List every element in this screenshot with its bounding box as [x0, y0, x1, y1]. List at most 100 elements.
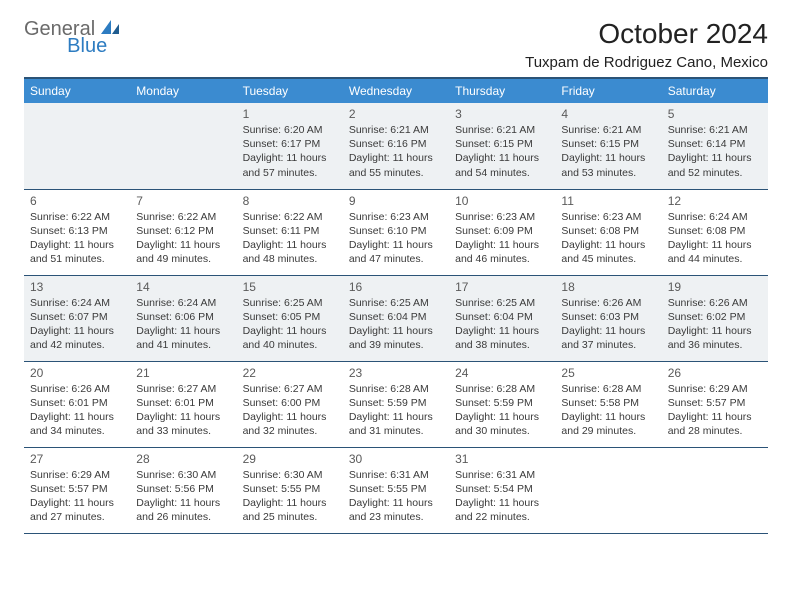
calendar-day-cell: 14 Sunrise: 6:24 AMSunset: 6:06 PMDayligh… [130, 275, 236, 361]
day-number: 14 [136, 280, 230, 294]
sunset-line: Sunset: 6:02 PM [668, 310, 762, 324]
daylight-line: Daylight: 11 hours and 57 minutes. [243, 151, 337, 179]
sunset-line: Sunset: 5:57 PM [668, 396, 762, 410]
day-info: Sunrise: 6:23 AMSunset: 6:08 PMDaylight:… [561, 210, 655, 267]
sunset-line: Sunset: 6:11 PM [243, 224, 337, 238]
sunset-line: Sunset: 6:13 PM [30, 224, 124, 238]
sunset-line: Sunset: 6:00 PM [243, 396, 337, 410]
calendar-day-cell [662, 447, 768, 533]
sunrise-line: Sunrise: 6:27 AM [136, 382, 230, 396]
sunset-line: Sunset: 6:08 PM [668, 224, 762, 238]
daylight-line: Daylight: 11 hours and 52 minutes. [668, 151, 762, 179]
calendar-day-cell: 8Sunrise: 6:22 AMSunset: 6:11 PMDaylight… [237, 189, 343, 275]
calendar-day-cell [555, 447, 661, 533]
day-number: 28 [136, 452, 230, 466]
sunset-line: Sunset: 6:07 PM [30, 310, 124, 324]
day-number: 30 [349, 452, 443, 466]
day-number: 9 [349, 194, 443, 208]
day-info: Sunrise: 6:29 AMSunset: 5:57 PMDaylight:… [668, 382, 762, 439]
daylight-line: Daylight: 11 hours and 34 minutes. [30, 410, 124, 438]
sunrise-line: Sunrise: 6:24 AM [30, 296, 124, 310]
day-info: Sunrise: 6:29 AMSunset: 5:57 PMDaylight:… [30, 468, 124, 525]
day-info: Sunrise: 6:26 AMSunset: 6:02 PMDaylight:… [668, 296, 762, 353]
day-info: Sunrise: 6:21 AMSunset: 6:16 PMDaylight:… [349, 123, 443, 180]
day-number: 7 [136, 194, 230, 208]
sunset-line: Sunset: 6:14 PM [668, 137, 762, 151]
weekday-header-row: Sunday Monday Tuesday Wednesday Thursday… [24, 79, 768, 103]
daylight-line: Daylight: 11 hours and 39 minutes. [349, 324, 443, 352]
daylight-line: Daylight: 11 hours and 42 minutes. [30, 324, 124, 352]
day-info: Sunrise: 6:25 AMSunset: 6:04 PMDaylight:… [455, 296, 549, 353]
day-info: Sunrise: 6:26 AMSunset: 6:03 PMDaylight:… [561, 296, 655, 353]
day-info: Sunrise: 6:21 AMSunset: 6:14 PMDaylight:… [668, 123, 762, 180]
day-info: Sunrise: 6:21 AMSunset: 6:15 PMDaylight:… [561, 123, 655, 180]
day-number: 4 [561, 107, 655, 121]
daylight-line: Daylight: 11 hours and 53 minutes. [561, 151, 655, 179]
daylight-line: Daylight: 11 hours and 54 minutes. [455, 151, 549, 179]
sunrise-line: Sunrise: 6:28 AM [349, 382, 443, 396]
day-number: 21 [136, 366, 230, 380]
day-number: 5 [668, 107, 762, 121]
day-number: 24 [455, 366, 549, 380]
day-number: 17 [455, 280, 549, 294]
calendar-day-cell: 10Sunrise: 6:23 AMSunset: 6:09 PMDayligh… [449, 189, 555, 275]
calendar-day-cell: 9Sunrise: 6:23 AMSunset: 6:10 PMDaylight… [343, 189, 449, 275]
day-info: Sunrise: 6:25 AMSunset: 6:05 PMDaylight:… [243, 296, 337, 353]
daylight-line: Daylight: 11 hours and 46 minutes. [455, 238, 549, 266]
daylight-line: Daylight: 11 hours and 37 minutes. [561, 324, 655, 352]
sunrise-line: Sunrise: 6:25 AM [349, 296, 443, 310]
sunrise-line: Sunrise: 6:26 AM [668, 296, 762, 310]
sunset-line: Sunset: 6:04 PM [349, 310, 443, 324]
calendar-day-cell: 3Sunrise: 6:21 AMSunset: 6:15 PMDaylight… [449, 103, 555, 189]
daylight-line: Daylight: 11 hours and 41 minutes. [136, 324, 230, 352]
weekday-header: Sunday [24, 79, 130, 103]
calendar-table: Sunday Monday Tuesday Wednesday Thursday… [24, 79, 768, 534]
sunset-line: Sunset: 6:03 PM [561, 310, 655, 324]
day-number: 6 [30, 194, 124, 208]
daylight-line: Daylight: 11 hours and 28 minutes. [668, 410, 762, 438]
sunset-line: Sunset: 6:09 PM [455, 224, 549, 238]
sunrise-line: Sunrise: 6:24 AM [668, 210, 762, 224]
sunset-line: Sunset: 5:59 PM [349, 396, 443, 410]
day-info: Sunrise: 6:22 AMSunset: 6:12 PMDaylight:… [136, 210, 230, 267]
sunset-line: Sunset: 6:12 PM [136, 224, 230, 238]
sunrise-line: Sunrise: 6:24 AM [136, 296, 230, 310]
daylight-line: Daylight: 11 hours and 36 minutes. [668, 324, 762, 352]
sunset-line: Sunset: 6:15 PM [561, 137, 655, 151]
weekday-header: Wednesday [343, 79, 449, 103]
day-info: Sunrise: 6:30 AMSunset: 5:56 PMDaylight:… [136, 468, 230, 525]
calendar-day-cell: 20Sunrise: 6:26 AMSunset: 6:01 PMDayligh… [24, 361, 130, 447]
sunrise-line: Sunrise: 6:23 AM [349, 210, 443, 224]
sunset-line: Sunset: 6:17 PM [243, 137, 337, 151]
day-number: 8 [243, 194, 337, 208]
sunset-line: Sunset: 6:16 PM [349, 137, 443, 151]
day-number: 31 [455, 452, 549, 466]
calendar-day-cell: 21 Sunrise: 6:27 AMSunset: 6:01 PMDayligh… [130, 361, 236, 447]
sunrise-line: Sunrise: 6:25 AM [455, 296, 549, 310]
daylight-line: Daylight: 11 hours and 30 minutes. [455, 410, 549, 438]
sunset-line: Sunset: 6:06 PM [136, 310, 230, 324]
calendar-day-cell: 28 Sunrise: 6:30 AMSunset: 5:56 PMDayligh… [130, 447, 236, 533]
day-info: Sunrise: 6:27 AMSunset: 6:01 PMDaylight:… [136, 382, 230, 439]
sunset-line: Sunset: 5:59 PM [455, 396, 549, 410]
location: Tuxpam de Rodriguez Cano, Mexico [525, 54, 768, 71]
sunset-line: Sunset: 5:55 PM [349, 482, 443, 496]
sunset-line: Sunset: 6:10 PM [349, 224, 443, 238]
month-title: October 2024 [525, 18, 768, 50]
sunset-line: Sunset: 6:01 PM [136, 396, 230, 410]
sunset-line: Sunset: 6:08 PM [561, 224, 655, 238]
sunrise-line: Sunrise: 6:21 AM [561, 123, 655, 137]
calendar-day-cell: 6Sunrise: 6:22 AMSunset: 6:13 PMDaylight… [24, 189, 130, 275]
daylight-line: Daylight: 11 hours and 23 minutes. [349, 496, 443, 524]
sunset-line: Sunset: 5:57 PM [30, 482, 124, 496]
sunrise-line: Sunrise: 6:29 AM [30, 468, 124, 482]
calendar-day-cell: 26Sunrise: 6:29 AMSunset: 5:57 PMDayligh… [662, 361, 768, 447]
day-info: Sunrise: 6:25 AMSunset: 6:04 PMDaylight:… [349, 296, 443, 353]
daylight-line: Daylight: 11 hours and 33 minutes. [136, 410, 230, 438]
sunrise-line: Sunrise: 6:23 AM [455, 210, 549, 224]
calendar-day-cell: 23Sunrise: 6:28 AMSunset: 5:59 PMDayligh… [343, 361, 449, 447]
calendar-week-row: 13Sunrise: 6:24 AMSunset: 6:07 PMDayligh… [24, 275, 768, 361]
day-number: 11 [561, 194, 655, 208]
day-info: Sunrise: 6:24 AMSunset: 6:08 PMDaylight:… [668, 210, 762, 267]
sunset-line: Sunset: 6:04 PM [455, 310, 549, 324]
